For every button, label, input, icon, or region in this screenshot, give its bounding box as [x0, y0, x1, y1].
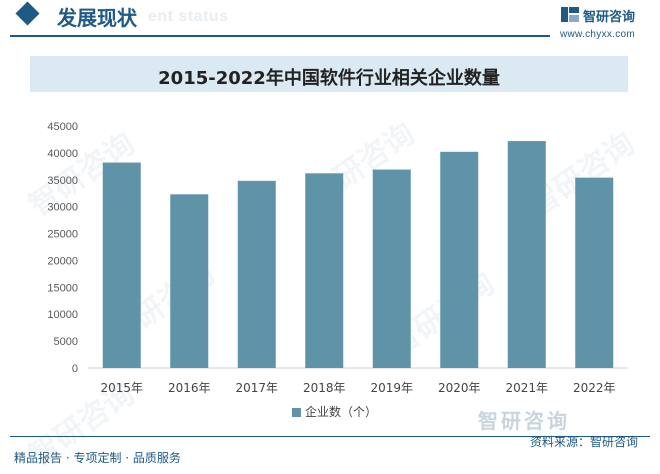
- x-tick-label: 2017年: [235, 381, 278, 395]
- y-tick-label: 20000: [47, 255, 78, 267]
- footer-logo: 智研咨询: [478, 409, 570, 433]
- bar: [372, 169, 411, 368]
- legend-label: 企业数（个）: [305, 404, 377, 419]
- y-tick-label: 35000: [47, 175, 78, 187]
- source-note: 资料来源：智研咨询: [530, 435, 639, 449]
- bar: [575, 177, 614, 368]
- y-tick-label: 40000: [47, 148, 78, 160]
- y-tick-label: 30000: [47, 202, 78, 214]
- logo-text: 智研咨询: [583, 10, 636, 25]
- logo-url: www.chyxx.com: [560, 29, 636, 40]
- page-header: ent status 发展现状 智研咨询 www.chyxx.com: [0, 0, 660, 40]
- y-tick-label: 10000: [47, 309, 78, 321]
- section-title: 发展现状: [57, 6, 137, 30]
- y-tick-label: 0: [72, 363, 78, 375]
- bar: [102, 162, 141, 368]
- x-tick-label: 2021年: [505, 381, 548, 395]
- bar: [237, 180, 276, 368]
- x-tick-label: 2015年: [100, 381, 143, 395]
- chart-title: 2015-2022年中国软件行业相关企业数量: [158, 68, 500, 89]
- logo-icon: [561, 7, 579, 22]
- bar: [170, 194, 209, 368]
- y-tick-label: 25000: [47, 229, 78, 241]
- x-tick-label: 2019年: [370, 381, 413, 395]
- x-tick-label: 2020年: [438, 381, 481, 395]
- bar: [305, 173, 344, 368]
- y-tick-label: 45000: [47, 121, 78, 133]
- x-tick-label: 2016年: [168, 381, 211, 395]
- legend-swatch: [292, 408, 301, 417]
- footer-divider: [10, 436, 650, 437]
- y-tick-label: 5000: [54, 336, 78, 348]
- section-subtitle-en: ent status: [148, 8, 229, 25]
- footer-tagline: 精品报告 · 专项定制 · 品质服务: [14, 451, 181, 465]
- header-divider: [10, 35, 550, 37]
- y-tick-label: 15000: [47, 282, 78, 294]
- x-tick-label: 2022年: [573, 381, 616, 395]
- chart-title-bar: 2015-2022年中国软件行业相关企业数量: [30, 56, 628, 92]
- bar: [440, 151, 479, 368]
- x-tick-label: 2018年: [303, 381, 346, 395]
- bar: [507, 141, 546, 368]
